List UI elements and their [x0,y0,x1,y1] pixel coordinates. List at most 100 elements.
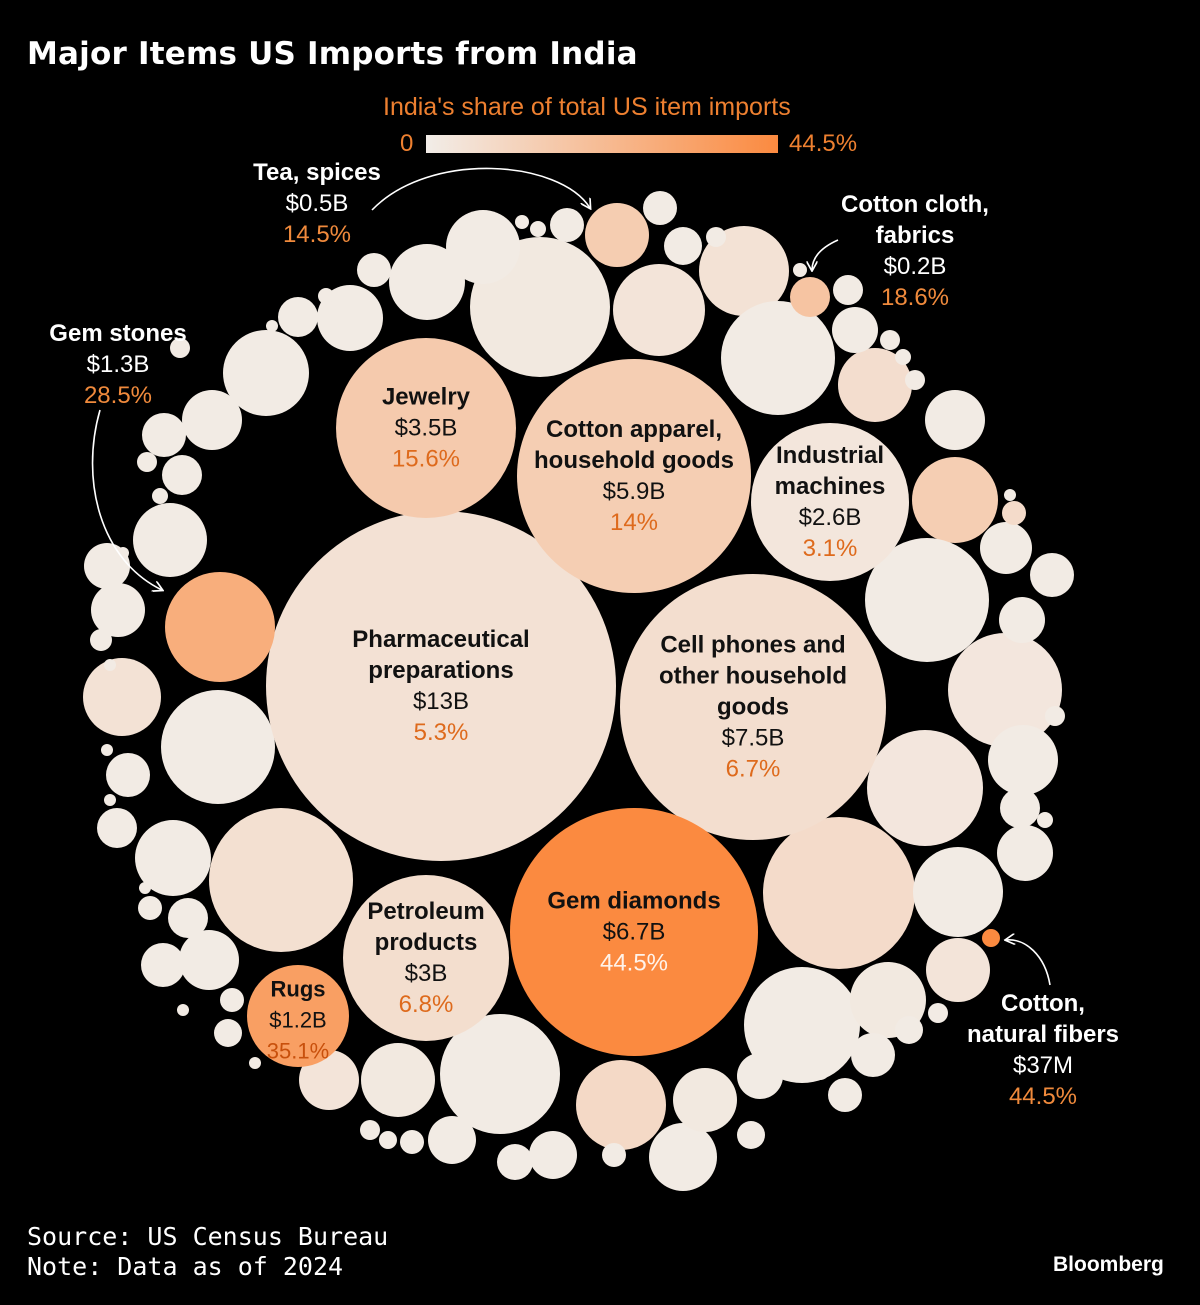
chart-title: Major Items US Imports from India [27,36,638,72]
item-name: Cotton, natural fibers [966,990,1120,1048]
bubble [737,1121,765,1149]
bubble [223,330,309,416]
item-value: $6.7B [602,918,666,946]
bubble [177,1004,189,1016]
item-value: $2.6B [798,504,862,531]
bubble [912,457,998,543]
item-value: $3B [404,960,448,987]
bubble [152,488,168,504]
bubble-label: Petroleum products $3B 6.8% [367,896,484,1020]
legend-color-scale [426,135,778,153]
bubble-label: Jewelry $3.5B 15.6% [382,382,470,475]
bubble [209,808,353,952]
item-name: Rugs [270,976,326,1002]
bubble-cotton-cloth-fabrics[interactable] [790,277,830,317]
bubble [133,503,207,577]
annotation-arrow [1006,940,1051,986]
item-value: $0.5B [285,190,349,217]
bubble [83,658,161,736]
bubble-industrial-machines[interactable] [751,423,909,581]
item-name: Gem diamonds [547,887,721,915]
annotation-arrow [91,409,162,590]
item-share: 18.6% [880,284,950,311]
annotation-arrow [371,167,590,211]
item-value: $7.5B [721,724,785,752]
bubble [91,583,145,637]
item-name: Tea, spices [253,159,381,186]
bubble [905,370,925,390]
bubble [1000,788,1040,828]
bubble [699,226,789,316]
item-share: 15.6% [391,445,461,473]
legend-title: India's share of total US item imports [383,93,791,121]
item-value: $37M [1012,1052,1074,1079]
bubble [926,938,990,1002]
bubble [299,1050,359,1110]
bubble [1002,501,1026,525]
bubble [895,1016,923,1044]
item-value: $1.3B [86,351,150,378]
bubble [104,794,116,806]
item-name: Jewelry [381,383,471,411]
item-name: Pharmaceutical preparations [352,626,530,684]
legend-max-label: 44.5% [789,130,858,157]
bubble [832,307,878,353]
item-share: 14% [609,509,659,536]
bubble-cell-phones-and-other-household-goods[interactable] [620,574,886,840]
item-share: 5.3% [413,719,469,746]
item-share: 28.5% [83,382,153,409]
bubble-petroleum-products[interactable] [343,875,509,1041]
bubble [168,898,208,938]
bubble [1037,812,1053,828]
bubble-label: Pharmaceutical preparations $13B 5.3% [352,624,529,748]
bubble-cotton-apparel-household-goods[interactable] [517,359,751,593]
bubble-cotton-natural-fibers[interactable] [982,929,1000,947]
bubble [1045,706,1065,726]
bubble [865,538,989,662]
bubble [793,263,807,277]
item-value: $3.5B [394,414,458,442]
item-name: Gem stones [49,320,187,347]
bubble [440,1014,560,1134]
bubble [400,1130,424,1154]
bubble-gem-stones[interactable] [165,572,275,682]
bubble [649,1123,717,1191]
bubble [90,629,112,651]
item-share: 14.5% [282,221,352,248]
bubble [162,455,202,495]
source-text: Source: US Census Bureau [27,1222,389,1251]
bubble [925,390,985,450]
bubble [980,522,1032,574]
bubble [529,1131,577,1179]
item-name: Petroleum products [367,898,485,956]
bubble-label: Tea, spices $0.5B 14.5% [253,157,381,250]
bubble [266,320,278,332]
bubble [576,1060,666,1150]
bubble-label: Cotton, natural fibers $37M 44.5% [967,988,1119,1112]
bubble-jewelry[interactable] [336,338,516,518]
bubble [135,820,211,896]
bubble [104,659,116,671]
bubble [139,882,151,894]
bubble [602,1143,626,1167]
bubble [828,1078,862,1112]
bubble [318,288,334,304]
bubble-label: Cotton apparel, household goods $5.9B 14% [534,414,734,538]
legend-min-label: 0 [400,130,414,157]
bubble [928,1003,948,1023]
bubble-gem-diamonds[interactable] [510,808,758,1056]
bubble-pharmaceutical-preparations[interactable] [266,511,616,861]
bubble [446,210,520,284]
bubble-label: Gem diamonds $6.7B 44.5% [547,886,720,979]
bubble [721,301,835,415]
bubble [170,338,190,358]
bubble [948,633,1062,747]
bubble [838,348,912,422]
bubble-rugs[interactable] [247,965,349,1067]
bubble [101,744,113,756]
bubble [389,244,465,320]
bubble-tea-spices[interactable] [585,203,649,267]
bubble [249,1057,261,1069]
bubble [360,1120,380,1140]
bubble [810,1060,830,1080]
